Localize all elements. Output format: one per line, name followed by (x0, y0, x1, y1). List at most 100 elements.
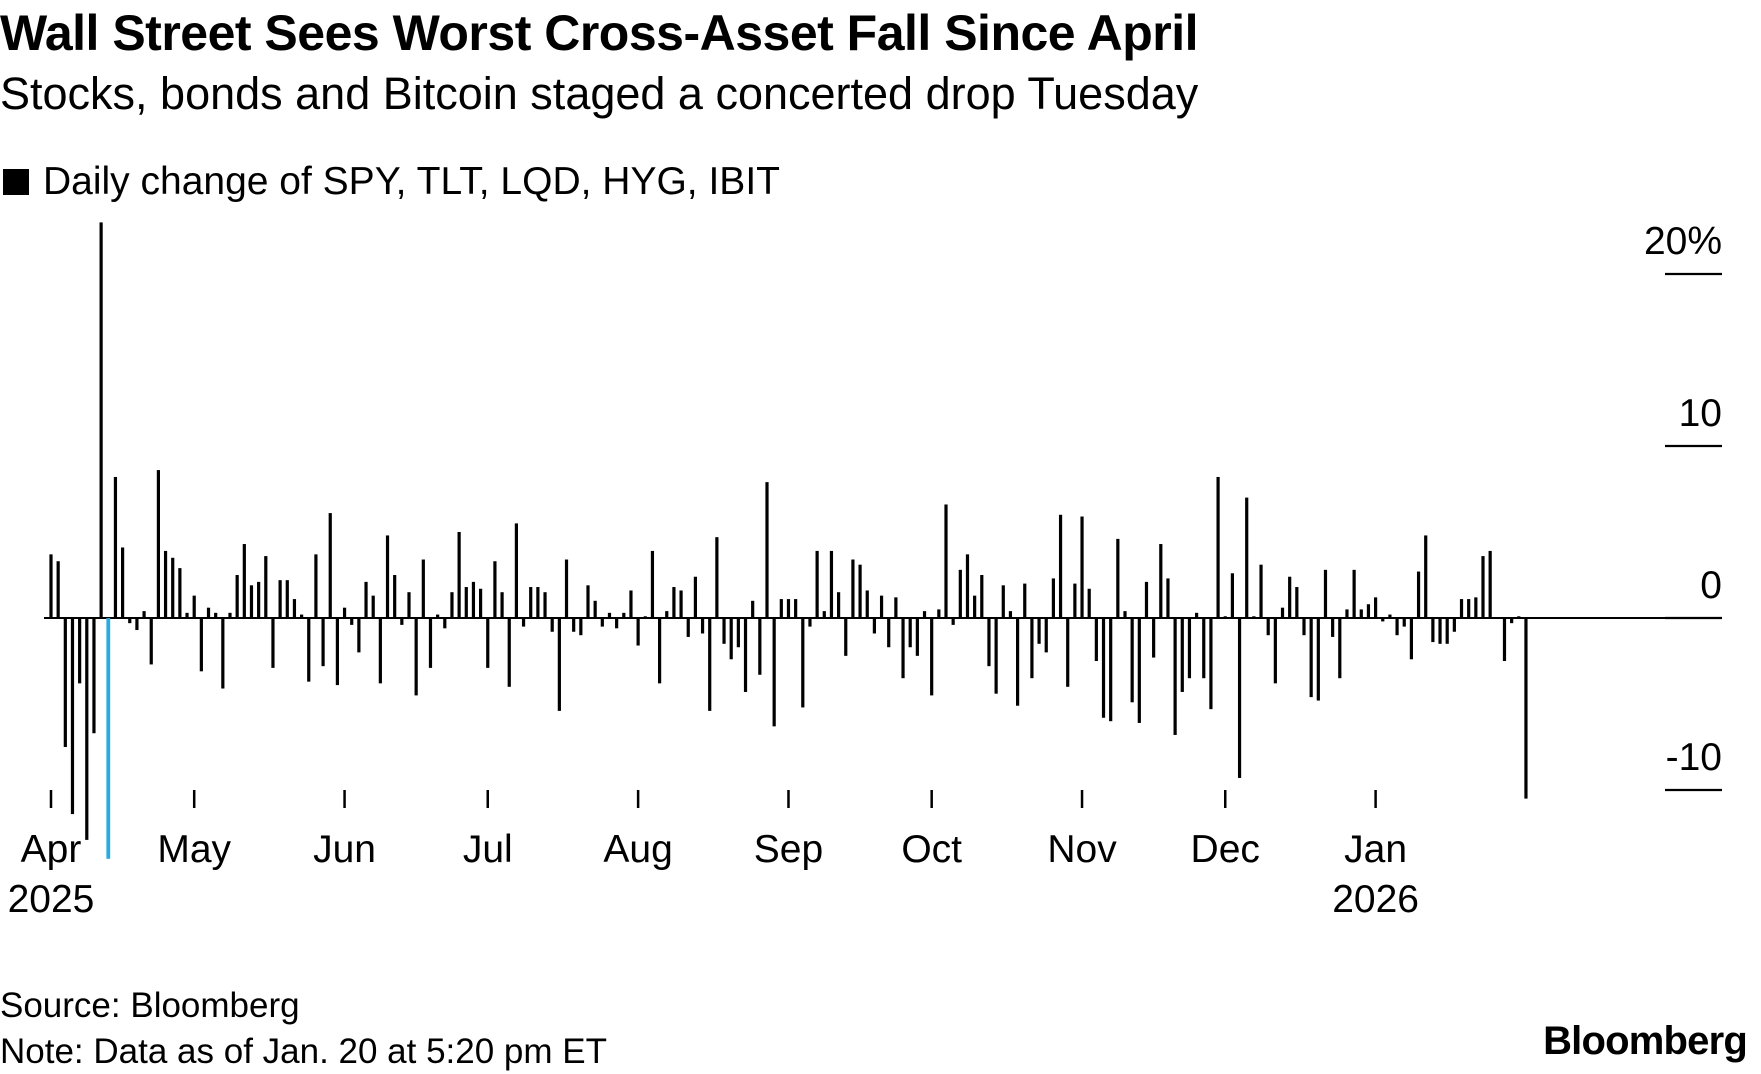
bar (1352, 569, 1356, 618)
bar (314, 554, 318, 618)
bar (1510, 618, 1514, 624)
chart-subtitle: Stocks, bonds and Bitcoin staged a conce… (0, 68, 1199, 119)
bar (350, 618, 354, 625)
bar (335, 618, 339, 686)
x-tick-label: May (157, 828, 231, 871)
bar (1366, 604, 1371, 618)
bar (844, 618, 848, 656)
bar (471, 581, 476, 618)
bar (1467, 599, 1471, 618)
bar (887, 618, 891, 648)
bar (1316, 618, 1320, 701)
bar-highlighted (106, 618, 111, 859)
bar (486, 618, 490, 668)
bar (414, 618, 418, 696)
bar (1280, 607, 1285, 618)
bar (357, 618, 361, 653)
bar (450, 592, 454, 618)
bar (1288, 576, 1292, 618)
bar (206, 607, 211, 618)
bar (937, 609, 941, 618)
bar (736, 618, 740, 648)
bar (242, 544, 246, 618)
bar (772, 618, 776, 727)
bar (1159, 544, 1163, 618)
bar (1416, 571, 1421, 618)
bar (285, 580, 289, 618)
bar (1152, 618, 1156, 658)
bar (1502, 618, 1507, 661)
bar (1524, 618, 1528, 799)
bar (300, 614, 304, 618)
bar (758, 618, 762, 675)
bar (672, 587, 676, 618)
bar (221, 618, 225, 689)
bar (751, 600, 755, 618)
bar (156, 470, 160, 618)
bar (1137, 618, 1141, 723)
bar-chart: 20% 10 0 -10 Apr 2025 May Jun Jul Aug Sep Oct Nov Dec… (8, 220, 1722, 921)
bar (686, 618, 690, 637)
bar (149, 618, 153, 665)
bar (1237, 618, 1242, 778)
bar (1109, 618, 1113, 722)
x-tick-label: Apr (21, 828, 82, 871)
bar (1295, 587, 1299, 618)
bar (1452, 618, 1456, 632)
bar (550, 618, 554, 632)
x-tick-label: Oct (901, 828, 962, 871)
bar (1087, 588, 1091, 618)
bar (1424, 535, 1428, 618)
bar (85, 618, 89, 840)
bar (536, 587, 540, 618)
bar (249, 585, 254, 618)
bar (1273, 618, 1277, 684)
bar (786, 599, 791, 618)
bar (99, 222, 103, 618)
bar (1058, 514, 1063, 618)
bar (794, 599, 798, 618)
bar (879, 595, 884, 618)
bar (128, 618, 132, 624)
bar (643, 616, 647, 618)
bar (851, 559, 855, 618)
bar (1216, 476, 1220, 618)
bar (500, 592, 504, 618)
bar (729, 618, 733, 660)
bar (63, 618, 67, 747)
bar (407, 592, 411, 618)
bar (858, 564, 862, 618)
bar (944, 504, 948, 618)
bar (636, 618, 640, 646)
bar (1459, 599, 1464, 618)
bar (443, 618, 447, 629)
y-tick-label: 0 (1700, 564, 1722, 607)
bar (421, 559, 425, 618)
bar (965, 554, 970, 618)
bar (1023, 583, 1027, 618)
bar (579, 618, 583, 636)
bar (1381, 618, 1385, 622)
bar (908, 618, 912, 648)
bar (765, 482, 769, 618)
bar (679, 590, 683, 618)
bar (464, 587, 468, 618)
bar (1309, 618, 1313, 698)
bar (1180, 618, 1184, 692)
x-tick-label: Jun (313, 828, 376, 871)
bar (1245, 497, 1249, 618)
bar (1474, 597, 1478, 618)
bar (1101, 618, 1106, 718)
bar (228, 612, 232, 618)
bar (1495, 618, 1499, 619)
bar (378, 618, 382, 684)
bar (192, 595, 196, 618)
bar (743, 618, 748, 692)
bar (436, 614, 440, 618)
bar (393, 575, 397, 618)
bar (529, 587, 533, 618)
bar (894, 597, 898, 618)
x-tick-label: Sep (754, 828, 823, 871)
bar (92, 618, 96, 734)
bar (973, 595, 977, 618)
